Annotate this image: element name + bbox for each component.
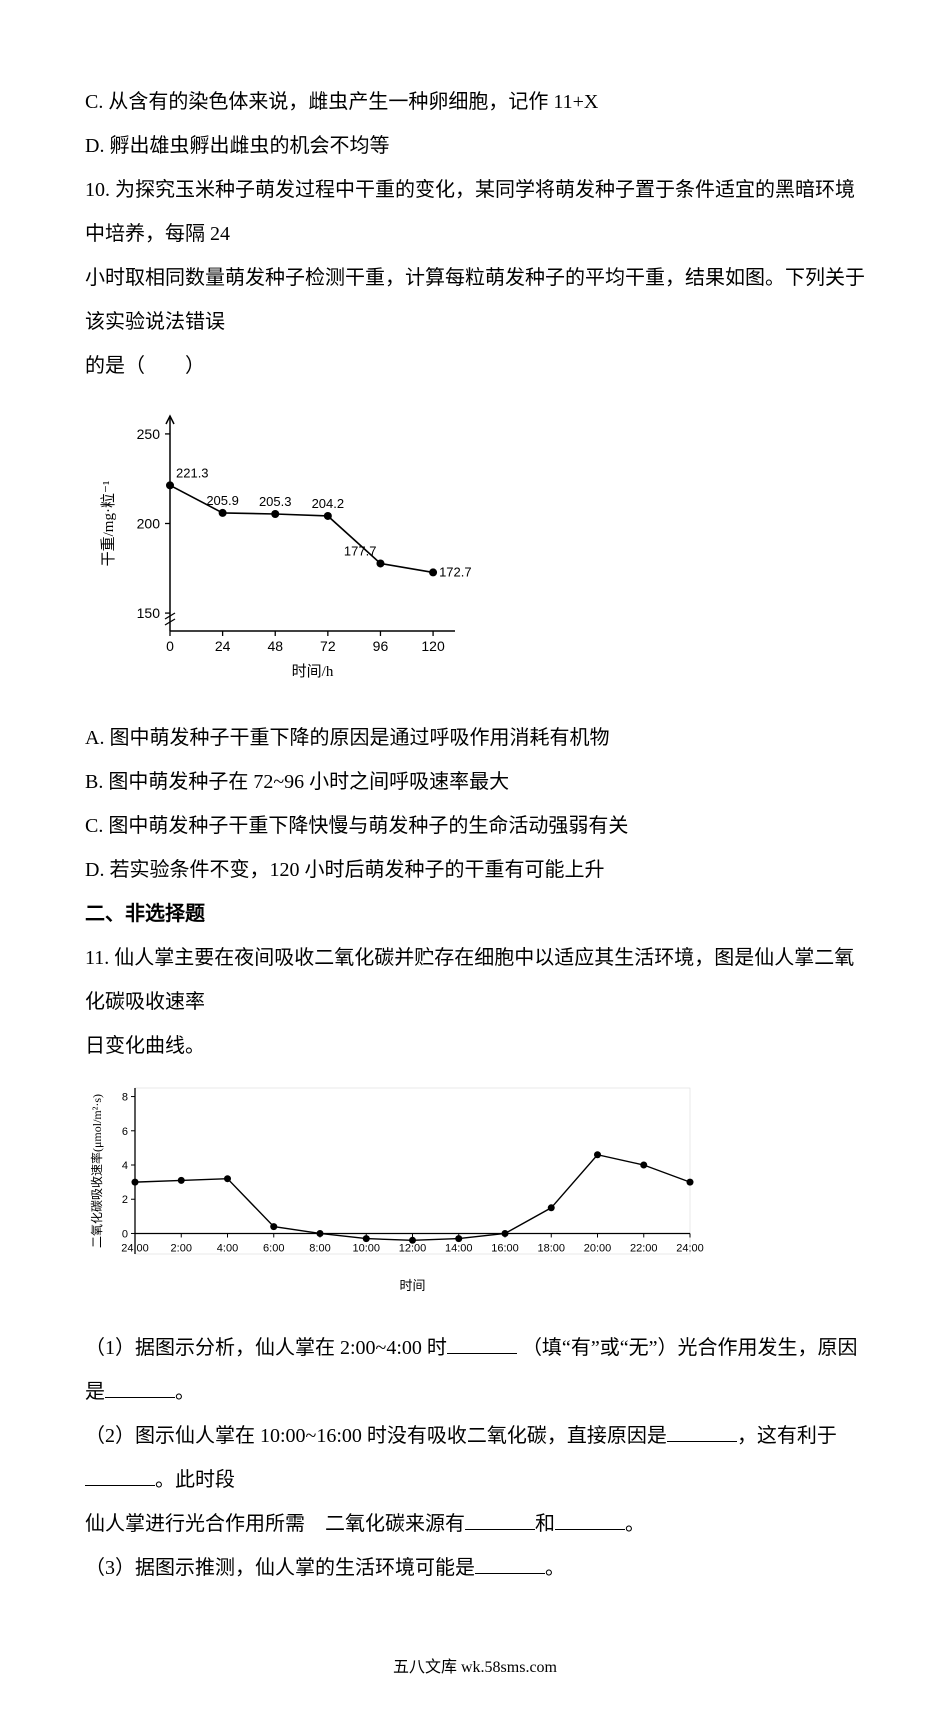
svg-text:24:00: 24:00 (676, 1242, 704, 1254)
svg-text:16:00: 16:00 (491, 1242, 519, 1254)
q11-p3-b: 。 (545, 1557, 565, 1579)
q11-chart-svg: 0 2 4 6 8 24:00 2:00 4:00 6:00 8:00 10:00 12:00 14:0… (85, 1076, 705, 1296)
q11-chart: 0 2 4 6 8 24:00 2:00 4:00 6:00 8:00 10:00 12:00 14:0… (85, 1076, 865, 1296)
svg-text:2: 2 (122, 1194, 128, 1206)
q10-chart-svg: 150 200 250 0 24 48 72 96 120 干重/mg·粒⁻¹ 时间/h 221.3 2… (85, 396, 475, 686)
q11-p2-a: （2）图示仙人掌在 10:00~16:00 时没有吸收二氧化碳，直接原因是 (85, 1425, 667, 1447)
svg-text:172.7: 172.7 (439, 564, 472, 579)
svg-text:8: 8 (122, 1092, 128, 1104)
svg-text:72: 72 (320, 638, 336, 654)
svg-text:0: 0 (122, 1228, 128, 1240)
q11-p2-b: ，这有利于 (737, 1425, 837, 1447)
svg-text:时间: 时间 (399, 1278, 425, 1293)
q9-opt-d: D. 孵出雄虫孵出雌虫的机会不均等 (85, 124, 865, 168)
q11-p1-a: （1）据图示分析，仙人掌在 2:00~4:00 时 (85, 1337, 447, 1359)
svg-text:二氧化碳吸收速率(μmol/m²·s): 二氧化碳吸收速率(μmol/m²·s) (89, 1094, 104, 1248)
q11-part2-line1: （2）图示仙人掌在 10:00~16:00 时没有吸收二氧化碳，直接原因是 ，这有… (85, 1414, 865, 1502)
q10-stem-3: 的是（ ） (85, 344, 865, 388)
svg-text:8:00: 8:00 (309, 1242, 330, 1254)
svg-text:205.9: 205.9 (206, 493, 239, 508)
svg-text:221.3: 221.3 (176, 465, 209, 480)
q10-opt-a: A. 图中萌发种子干重下降的原因是通过呼吸作用消耗有机物 (85, 716, 865, 760)
blank[interactable] (475, 1551, 545, 1574)
svg-text:12:00: 12:00 (399, 1242, 427, 1254)
svg-text:150: 150 (137, 605, 161, 621)
svg-text:10:00: 10:00 (352, 1242, 380, 1254)
blank[interactable] (85, 1463, 155, 1486)
svg-text:4: 4 (122, 1160, 128, 1172)
q11-part1: （1）据图示分析，仙人掌在 2:00~4:00 时 （填“有”或“无”）光合作用… (85, 1326, 865, 1414)
svg-text:14:00: 14:00 (445, 1242, 473, 1254)
q9-opt-c: C. 从含有的染色体来说，雌虫产生一种卵细胞，记作 11+X (85, 80, 865, 124)
svg-text:177.7: 177.7 (344, 543, 377, 558)
svg-text:6:00: 6:00 (263, 1242, 284, 1254)
svg-text:200: 200 (137, 516, 161, 532)
q11-p3-a: （3）据图示推测，仙人掌的生活环境可能是 (85, 1557, 475, 1579)
blank[interactable] (555, 1507, 625, 1530)
q10-chart: 150 200 250 0 24 48 72 96 120 干重/mg·粒⁻¹ 时间/h 221.3 2… (85, 396, 865, 686)
q11-stem-1: 11. 仙人掌主要在夜间吸收二氧化碳并贮存在细胞中以适应其生活环境，图是仙人掌二… (85, 936, 865, 1024)
svg-text:干重/mg·粒⁻¹: 干重/mg·粒⁻¹ (100, 481, 117, 567)
q10-opt-b: B. 图中萌发种子在 72~96 小时之间呼吸速率最大 (85, 760, 865, 804)
blank[interactable] (667, 1419, 737, 1442)
svg-text:2:00: 2:00 (171, 1242, 192, 1254)
q10-opt-d: D. 若实验条件不变，120 小时后萌发种子的干重有可能上升 (85, 848, 865, 892)
svg-text:24: 24 (215, 638, 231, 654)
svg-text:4:00: 4:00 (217, 1242, 238, 1254)
svg-text:22:00: 22:00 (630, 1242, 658, 1254)
q11-part2-line2: 仙人掌进行光合作用所需 二氧化碳来源有 和 。 (85, 1502, 865, 1546)
svg-text:250: 250 (137, 426, 161, 442)
svg-text:120: 120 (421, 638, 445, 654)
svg-text:0: 0 (166, 638, 174, 654)
svg-text:205.3: 205.3 (259, 494, 292, 509)
svg-text:6: 6 (122, 1126, 128, 1138)
footer-text: 五八文库 wk.58sms.com (85, 1650, 865, 1685)
blank[interactable] (447, 1331, 517, 1354)
blank[interactable] (105, 1375, 175, 1398)
svg-text:24:00: 24:00 (121, 1242, 149, 1254)
svg-text:20:00: 20:00 (584, 1242, 612, 1254)
q11-p2-d: 仙人掌进行光合作用所需 二氧化碳来源有 (85, 1513, 465, 1535)
q11-p2-e: 和 (535, 1513, 555, 1535)
section-2-title: 二、非选择题 (85, 892, 865, 936)
svg-text:48: 48 (267, 638, 283, 654)
svg-text:204.2: 204.2 (312, 496, 345, 511)
svg-text:时间/h: 时间/h (292, 663, 334, 680)
q11-p2-c: 。此时段 (155, 1469, 235, 1491)
svg-text:96: 96 (373, 638, 389, 654)
q11-p1-c: 。 (175, 1381, 195, 1403)
q10-stem-1: 10. 为探究玉米种子萌发过程中干重的变化，某同学将萌发种子置于条件适宜的黑暗环… (85, 168, 865, 256)
q10-stem-2: 小时取相同数量萌发种子检测干重，计算每粒萌发种子的平均干重，结果如图。下列关于该… (85, 256, 865, 344)
q10-opt-c: C. 图中萌发种子干重下降快慢与萌发种子的生命活动强弱有关 (85, 804, 865, 848)
q11-p2-f: 。 (625, 1513, 645, 1535)
svg-text:18:00: 18:00 (537, 1242, 565, 1254)
q11-stem-2: 日变化曲线。 (85, 1024, 865, 1068)
blank[interactable] (465, 1507, 535, 1530)
q11-part3: （3）据图示推测，仙人掌的生活环境可能是 。 (85, 1546, 865, 1590)
